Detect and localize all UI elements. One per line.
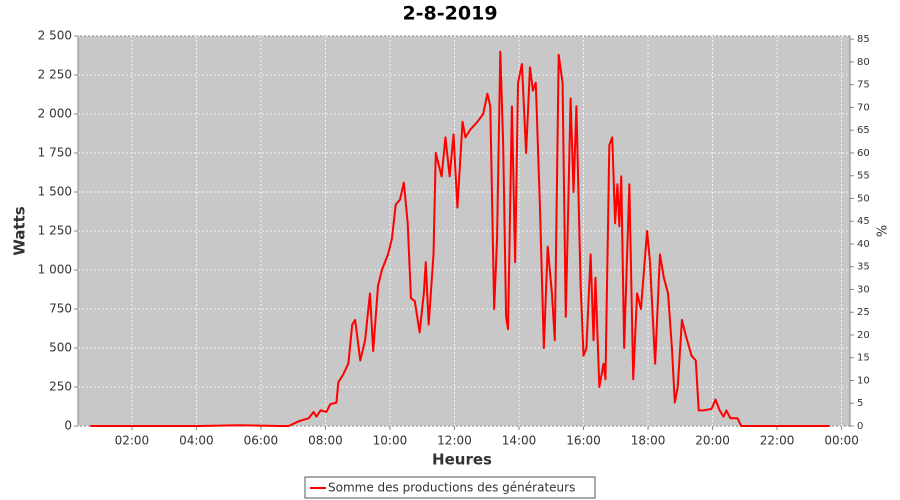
y2-tick-label: 30 <box>857 284 870 295</box>
x-axis-label: Heures <box>432 451 492 469</box>
x-tick-label: 08:00 <box>308 434 343 448</box>
chart-title: 2-8-2019 <box>402 3 497 25</box>
y2-tick-label: 40 <box>857 239 870 250</box>
x-tick-label: 10:00 <box>373 434 408 448</box>
y-tick-label: 2 000 <box>38 107 72 121</box>
x-tick-label: 14:00 <box>502 434 537 448</box>
y2-tick-label: 45 <box>857 216 870 227</box>
series-line <box>90 50 830 427</box>
y-tick-label: 750 <box>49 302 72 316</box>
y-tick-label: 0 <box>64 419 72 433</box>
y-tick-label: 500 <box>49 341 72 355</box>
x-tick-label: 22:00 <box>760 434 795 448</box>
y2-tick-label: 0 <box>857 421 863 432</box>
y-tick-label: 1 250 <box>38 224 72 238</box>
y2-tick-label: 25 <box>857 307 870 318</box>
x-tick-label: 16:00 <box>566 434 601 448</box>
x-tick-label: 06:00 <box>244 434 279 448</box>
y2-tick-label: 10 <box>857 375 870 386</box>
legend-label: Somme des productions des générateurs <box>328 481 575 495</box>
y-tick-label: 1 500 <box>38 185 72 199</box>
x-tick-label: 18:00 <box>631 434 666 448</box>
y-axis-label: Watts <box>11 206 29 255</box>
y2-tick-label: 55 <box>857 171 870 182</box>
y2-tick-label: 80 <box>857 57 870 68</box>
legend <box>304 476 596 499</box>
x-tick-label: 12:00 <box>437 434 472 448</box>
y2-axis-label: % <box>876 225 891 237</box>
y-tick-label: 2 250 <box>38 68 72 82</box>
y2-tick-label: 35 <box>857 262 870 273</box>
y2-tick-label: 15 <box>857 353 870 364</box>
x-tick-label: 02:00 <box>115 434 150 448</box>
x-tick-label: 00:00 <box>824 434 859 448</box>
y2-tick-label: 65 <box>857 125 870 136</box>
y-tick-label: 2 500 <box>38 29 72 43</box>
y-tick-label: 1 000 <box>38 263 72 277</box>
y2-tick-label: 60 <box>857 148 870 159</box>
x-tick-label: 20:00 <box>695 434 730 448</box>
x-tick-label: 04:00 <box>179 434 214 448</box>
y2-tick-label: 85 <box>857 34 870 45</box>
y2-tick-label: 50 <box>857 193 870 204</box>
y2-tick-label: 5 <box>857 398 863 409</box>
y-tick-label: 250 <box>49 380 72 394</box>
y2-tick-label: 20 <box>857 330 870 341</box>
y2-tick-label: 75 <box>857 80 870 91</box>
y-tick-label: 1 750 <box>38 146 72 160</box>
y2-tick-label: 70 <box>857 102 870 113</box>
